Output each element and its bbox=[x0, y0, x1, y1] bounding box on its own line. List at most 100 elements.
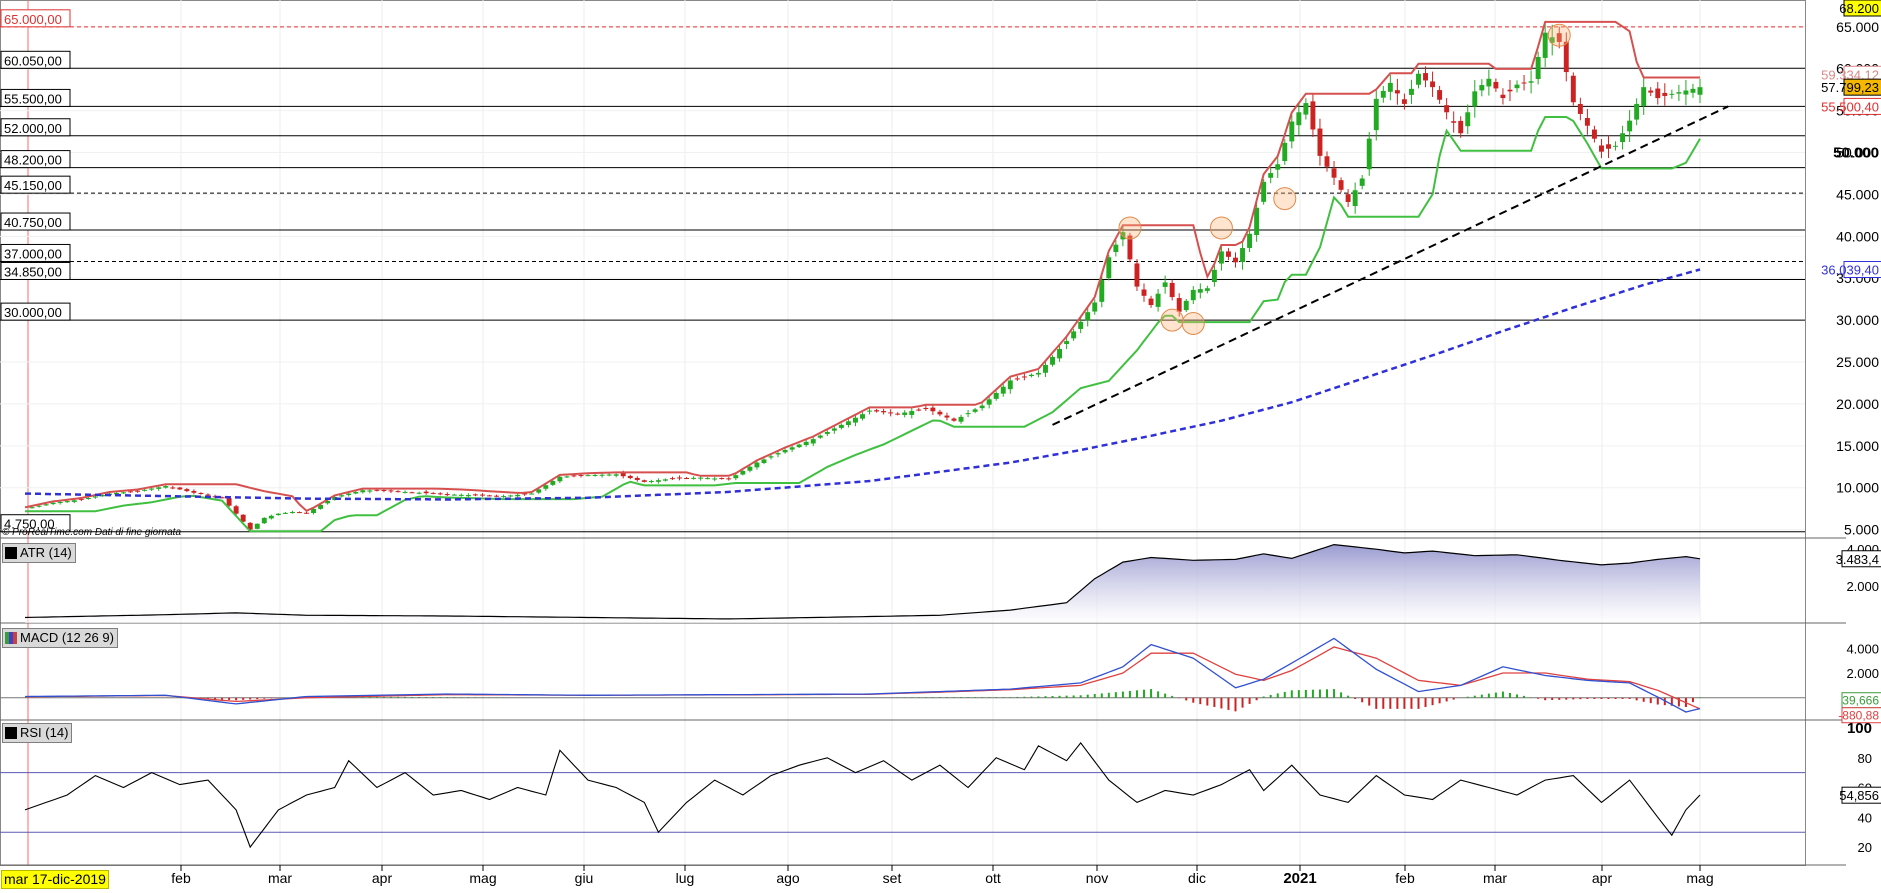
candle-body bbox=[733, 475, 739, 479]
candle-body bbox=[128, 491, 134, 493]
candle-body bbox=[29, 507, 35, 509]
rsi-label-text: RSI (14) bbox=[20, 725, 69, 740]
candle-body bbox=[684, 478, 690, 480]
candle-body bbox=[254, 523, 260, 529]
candle-body bbox=[634, 477, 640, 480]
candle-body bbox=[472, 494, 478, 496]
candle-body bbox=[655, 480, 661, 482]
candle-body bbox=[1064, 341, 1070, 345]
candle-body bbox=[1416, 73, 1421, 85]
price-right-value-label: 57.799,23 bbox=[1821, 80, 1879, 95]
candle-body bbox=[557, 476, 563, 482]
candle-body bbox=[1444, 105, 1450, 113]
price-level-label-box bbox=[0, 150, 71, 169]
price-level-label-box bbox=[0, 514, 71, 533]
candle-body bbox=[923, 407, 929, 409]
candle-body bbox=[817, 435, 823, 438]
atr-pane-label[interactable]: ATR (14) bbox=[2, 543, 76, 563]
candle-body bbox=[416, 492, 422, 494]
price-level-label: 55.500,00 bbox=[4, 91, 62, 106]
candle-body bbox=[930, 407, 936, 412]
candle-body bbox=[487, 495, 492, 497]
macd-y-tick-label: 2.000 bbox=[1846, 666, 1879, 681]
candle-body bbox=[437, 493, 443, 495]
x-axis-month-label: feb bbox=[171, 870, 191, 886]
price-y-tick-label: 45.000 bbox=[1836, 186, 1879, 202]
candle-body bbox=[494, 495, 499, 497]
candle-body bbox=[388, 490, 394, 492]
candle-body bbox=[1282, 142, 1288, 162]
price-level-label: 65.000,00 bbox=[4, 12, 62, 27]
macd-pane-label[interactable]: MACD (12 26 9) bbox=[2, 628, 118, 648]
price-level-label: 48.200,00 bbox=[4, 153, 62, 168]
candle-body bbox=[1275, 164, 1281, 170]
price-level-label: 34.850,00 bbox=[4, 264, 62, 279]
candle-body bbox=[1430, 81, 1436, 88]
candle-body bbox=[501, 496, 507, 498]
candle-body bbox=[1500, 94, 1506, 99]
candle-body bbox=[1254, 207, 1260, 235]
rsi-pane-label[interactable]: RSI (14) bbox=[2, 723, 73, 743]
candle-body bbox=[1169, 282, 1175, 298]
candle-body bbox=[367, 490, 373, 492]
candle-body bbox=[409, 492, 415, 494]
candle-body bbox=[332, 496, 338, 501]
candle-body bbox=[1380, 90, 1386, 98]
candle-body bbox=[852, 417, 858, 423]
candle-body bbox=[374, 489, 380, 491]
candle-body bbox=[1577, 103, 1583, 114]
atr-swatch-icon bbox=[5, 547, 17, 559]
candle-body bbox=[1331, 168, 1337, 178]
candle-body bbox=[339, 495, 345, 497]
candle-body bbox=[57, 501, 63, 504]
macd-y-tick-label: 4.000 bbox=[1846, 641, 1879, 656]
candle-body bbox=[1437, 90, 1443, 100]
candle-body bbox=[1035, 372, 1041, 375]
candle-body bbox=[522, 493, 528, 495]
candle-body bbox=[1211, 269, 1217, 283]
candle-body bbox=[353, 491, 359, 494]
candle-body bbox=[662, 479, 668, 481]
candle-body bbox=[1507, 89, 1513, 92]
x-axis-month-label: mar bbox=[268, 870, 292, 886]
candle-body bbox=[282, 512, 288, 514]
price-right-value-box bbox=[1843, 261, 1881, 279]
candle-body bbox=[810, 439, 816, 444]
candle-body bbox=[1057, 349, 1063, 359]
candle-body bbox=[740, 470, 746, 475]
candle-body bbox=[1401, 99, 1407, 104]
candle-body bbox=[1662, 92, 1668, 96]
candle-body bbox=[965, 413, 971, 415]
x-axis-month-label: feb bbox=[1395, 870, 1415, 886]
candle-body bbox=[1310, 101, 1316, 130]
swing-highlight-circle bbox=[1118, 216, 1142, 240]
candle-body bbox=[1387, 82, 1393, 92]
candle-body bbox=[1556, 33, 1562, 42]
candle-body bbox=[670, 478, 675, 480]
price-y-tick-label: 25.000 bbox=[1836, 354, 1879, 370]
candle-body bbox=[824, 431, 830, 434]
candle-body bbox=[1648, 90, 1654, 93]
candle-body bbox=[1472, 91, 1478, 107]
atr-label-text: ATR (14) bbox=[20, 545, 72, 560]
candle-body bbox=[1204, 288, 1210, 291]
candle-body bbox=[874, 410, 880, 412]
candle-body bbox=[1683, 90, 1689, 95]
candle-body bbox=[451, 494, 457, 496]
candle-body bbox=[1599, 145, 1604, 152]
x-axis-month-label: apr bbox=[372, 870, 393, 886]
candle-body bbox=[1641, 87, 1647, 106]
candle-body bbox=[1092, 302, 1098, 312]
price-level-label-box bbox=[0, 175, 71, 194]
candle-body bbox=[1627, 120, 1633, 132]
candle-body bbox=[184, 489, 190, 492]
candle-body bbox=[958, 416, 964, 422]
candle-body bbox=[1620, 133, 1626, 143]
candle-body bbox=[719, 478, 725, 480]
candle-body bbox=[64, 501, 70, 503]
candle-body bbox=[613, 474, 619, 476]
candle-body bbox=[149, 488, 155, 490]
candle-body bbox=[881, 411, 887, 413]
candle-body bbox=[550, 481, 556, 485]
candle-body bbox=[191, 490, 197, 493]
